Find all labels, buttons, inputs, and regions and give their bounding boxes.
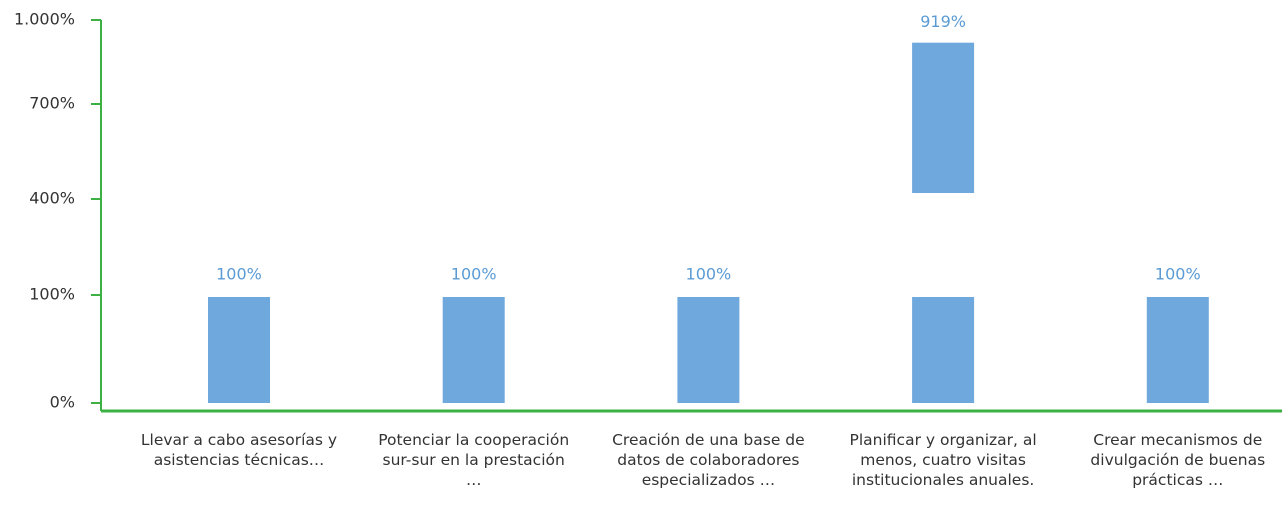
axis-break (1144, 193, 1211, 297)
axis-break (440, 193, 507, 297)
data-label: 100% (686, 265, 732, 284)
x-tick-label: Creación de una base de datos de colabor… (612, 431, 805, 489)
data-label: 919% (920, 12, 966, 31)
x-tick-label: Llevar a cabo asesorías y asistencias té… (140, 431, 338, 469)
x-tick-label: Crear mecanismos de divulgación de buena… (1090, 431, 1266, 489)
axis-break (206, 193, 272, 297)
axis-break (675, 193, 742, 297)
bar (442, 295, 505, 403)
data-label: 100% (1155, 265, 1201, 284)
bar (208, 295, 270, 403)
bar (677, 295, 740, 403)
axis-break (910, 193, 977, 297)
y-tick-label: 400% (29, 189, 75, 208)
y-tick-label: 0% (50, 393, 75, 412)
data-label: 100% (451, 265, 497, 284)
y-tick-label: 100% (29, 285, 75, 304)
bar (1146, 295, 1209, 403)
x-tick-label: Potenciar la cooperación sur-sur en la p… (378, 431, 570, 489)
y-tick-label: 1.000% (14, 10, 75, 29)
data-label: 100% (216, 265, 262, 284)
y-tick-label: 700% (29, 94, 75, 113)
x-tick-label: Planificar y organizar, al menos, cuatro… (849, 431, 1037, 489)
